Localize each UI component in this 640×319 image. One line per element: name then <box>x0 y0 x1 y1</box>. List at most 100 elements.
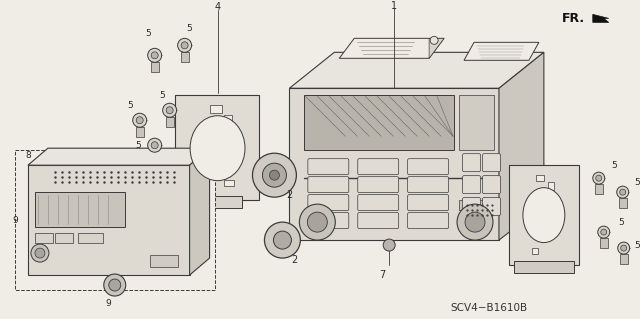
Bar <box>150 255 178 267</box>
Circle shape <box>132 113 147 127</box>
FancyBboxPatch shape <box>308 213 349 229</box>
Text: 1: 1 <box>391 1 397 11</box>
Bar <box>209 105 221 113</box>
FancyBboxPatch shape <box>408 195 449 211</box>
Circle shape <box>465 212 485 232</box>
Circle shape <box>166 107 173 114</box>
FancyBboxPatch shape <box>408 177 449 193</box>
Text: 9: 9 <box>105 299 111 308</box>
FancyBboxPatch shape <box>308 177 349 193</box>
Text: 7: 7 <box>379 270 385 280</box>
Circle shape <box>618 242 630 254</box>
Text: 5: 5 <box>634 241 639 249</box>
Circle shape <box>598 226 610 238</box>
Circle shape <box>383 239 395 251</box>
Polygon shape <box>289 88 499 240</box>
Polygon shape <box>464 42 539 60</box>
FancyBboxPatch shape <box>483 198 500 216</box>
Bar <box>150 152 159 162</box>
Bar <box>514 261 574 273</box>
Bar <box>35 192 125 227</box>
FancyBboxPatch shape <box>408 159 449 175</box>
Bar <box>15 150 214 290</box>
Text: 5: 5 <box>187 24 193 33</box>
Bar <box>193 196 243 208</box>
Bar <box>223 115 232 127</box>
Polygon shape <box>509 165 579 265</box>
Text: 5: 5 <box>611 161 616 170</box>
Polygon shape <box>28 148 209 165</box>
Text: 5: 5 <box>127 101 132 110</box>
Text: 2: 2 <box>291 255 298 265</box>
Bar <box>35 233 53 243</box>
Circle shape <box>269 170 280 180</box>
FancyBboxPatch shape <box>358 213 399 229</box>
Polygon shape <box>289 52 544 88</box>
Bar <box>600 238 608 248</box>
Ellipse shape <box>190 116 245 181</box>
Ellipse shape <box>523 188 565 242</box>
Circle shape <box>617 186 628 198</box>
Polygon shape <box>28 165 189 275</box>
Text: FR.: FR. <box>563 12 586 25</box>
Polygon shape <box>429 38 444 58</box>
Circle shape <box>307 212 327 232</box>
Circle shape <box>148 48 162 62</box>
Polygon shape <box>189 148 209 275</box>
Circle shape <box>300 204 335 240</box>
Bar <box>200 175 207 183</box>
Circle shape <box>181 42 188 49</box>
Bar <box>223 180 234 186</box>
Circle shape <box>620 189 626 195</box>
Circle shape <box>457 204 493 240</box>
Text: 5: 5 <box>159 91 164 100</box>
Bar <box>305 95 454 150</box>
Circle shape <box>178 38 191 52</box>
FancyBboxPatch shape <box>308 195 349 211</box>
Circle shape <box>136 117 143 124</box>
Bar <box>532 248 538 254</box>
Text: 9: 9 <box>12 216 18 225</box>
Bar <box>459 200 489 210</box>
Text: 5: 5 <box>135 141 141 150</box>
Text: 5: 5 <box>618 218 623 226</box>
FancyBboxPatch shape <box>358 177 399 193</box>
Circle shape <box>151 142 158 149</box>
Circle shape <box>601 229 607 235</box>
Bar <box>620 254 628 264</box>
FancyBboxPatch shape <box>483 154 500 172</box>
FancyBboxPatch shape <box>463 198 481 216</box>
Polygon shape <box>499 52 544 240</box>
Bar <box>536 175 544 181</box>
Polygon shape <box>339 38 444 58</box>
Bar <box>180 52 189 62</box>
FancyBboxPatch shape <box>408 213 449 229</box>
FancyBboxPatch shape <box>463 154 481 172</box>
FancyBboxPatch shape <box>483 176 500 194</box>
Bar <box>55 233 73 243</box>
Circle shape <box>31 244 49 262</box>
Bar <box>459 95 494 150</box>
Text: 5: 5 <box>145 29 150 38</box>
Bar <box>78 233 103 243</box>
Text: 8: 8 <box>25 151 31 160</box>
Circle shape <box>262 163 287 187</box>
Circle shape <box>35 248 45 258</box>
Bar <box>150 62 159 72</box>
Text: 5: 5 <box>634 178 639 187</box>
Polygon shape <box>175 95 259 200</box>
Circle shape <box>252 153 296 197</box>
Circle shape <box>151 52 158 59</box>
Circle shape <box>104 274 125 296</box>
Bar <box>595 184 603 194</box>
Circle shape <box>430 36 438 44</box>
FancyBboxPatch shape <box>463 176 481 194</box>
FancyBboxPatch shape <box>308 159 349 175</box>
Circle shape <box>621 245 627 251</box>
Bar <box>619 198 627 208</box>
Circle shape <box>163 103 177 117</box>
Bar <box>548 182 554 190</box>
Text: 4: 4 <box>214 2 221 12</box>
Circle shape <box>593 172 605 184</box>
Circle shape <box>109 279 121 291</box>
